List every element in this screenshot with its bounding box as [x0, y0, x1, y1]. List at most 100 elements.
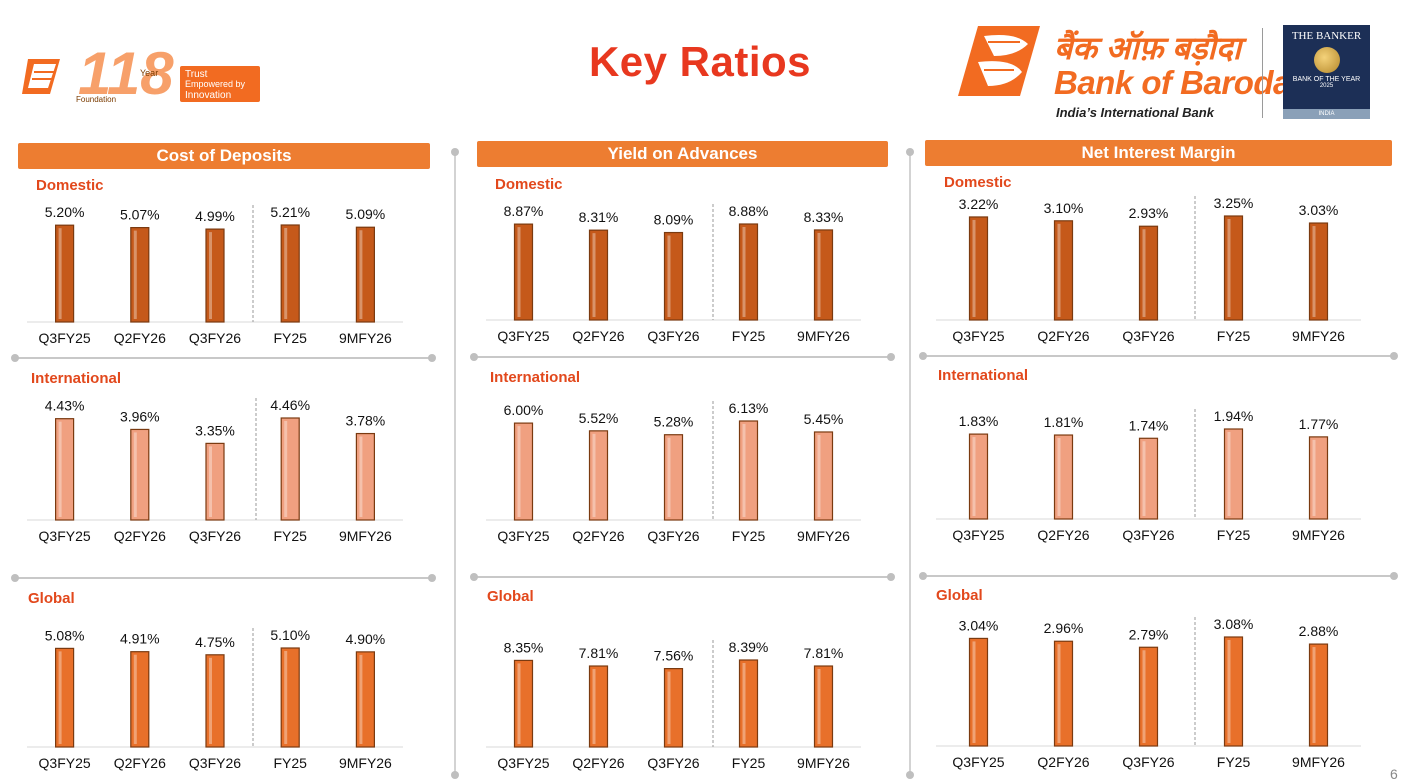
data-label: 7.81%	[579, 645, 619, 661]
tick-label: Q3FY26	[189, 330, 241, 346]
data-label: 2.96%	[1044, 620, 1084, 636]
tick-label: Q3FY25	[952, 527, 1004, 543]
award-medal-icon	[1313, 47, 1340, 73]
data-label: 5.08%	[45, 627, 85, 643]
tick-label: 9MFY26	[1292, 328, 1345, 344]
logo-tagline-1: Trust	[185, 69, 208, 80]
tick-label: Q3FY25	[952, 754, 1004, 770]
bar-highlight	[667, 437, 671, 517]
tick-label: Q2FY26	[572, 755, 624, 771]
tick-label: Q3FY25	[39, 330, 91, 346]
data-label: 4.43%	[45, 398, 85, 414]
tick-label: Q2FY26	[572, 528, 624, 544]
panel-divider	[909, 152, 911, 774]
tick-label: 9MFY26	[1292, 527, 1345, 543]
bar-highlight	[1227, 219, 1231, 317]
data-label: 8.33%	[804, 209, 844, 225]
bar-highlight	[58, 421, 62, 517]
banker-year: 2025	[1319, 83, 1334, 89]
brand-separator	[1262, 28, 1263, 118]
data-label: 6.00%	[504, 402, 544, 418]
bar	[1053, 220, 1074, 321]
bar-highlight	[972, 437, 976, 516]
tick-label: Q2FY26	[572, 328, 624, 344]
bar	[130, 651, 150, 748]
banker-country: INDIA	[1283, 109, 1370, 119]
data-label: 7.56%	[654, 648, 694, 664]
logo-foundation-label: Foundation	[76, 95, 116, 104]
bar	[1308, 222, 1329, 321]
separator-dot	[1390, 572, 1398, 580]
bar	[355, 432, 375, 521]
data-label: 6.13%	[729, 400, 769, 416]
data-label: 5.45%	[804, 411, 844, 427]
bar-highlight	[359, 654, 363, 744]
separator-line	[16, 357, 432, 359]
tick-label: FY25	[273, 528, 307, 544]
bar	[968, 216, 989, 321]
tick-label: FY25	[1217, 754, 1251, 770]
tick-label: 9MFY26	[339, 755, 392, 771]
the-banker-award-badge: THE BANKER BANK OF THE YEAR 2025 INDIA	[1283, 25, 1370, 119]
data-label: 3.35%	[195, 422, 235, 438]
data-label: 3.96%	[120, 408, 160, 424]
tick-label: 9MFY26	[339, 330, 392, 346]
bar	[588, 229, 609, 321]
bar	[813, 665, 834, 748]
data-label: 5.21%	[270, 204, 310, 220]
bar	[513, 422, 534, 521]
bar-highlight	[1227, 432, 1231, 516]
header-cost-of-deposits: Cost of Deposits	[18, 143, 430, 169]
separator-line	[16, 577, 432, 579]
tick-label: FY25	[732, 528, 766, 544]
separator-dot	[11, 354, 19, 362]
tick-label: Q2FY26	[1037, 328, 1089, 344]
data-label: 8.39%	[729, 639, 769, 655]
bar	[513, 223, 534, 321]
bar-highlight	[1057, 223, 1061, 317]
bar	[205, 654, 225, 748]
separator-dot	[887, 573, 895, 581]
bar-highlight	[592, 433, 596, 517]
data-label: 1.74%	[1129, 417, 1169, 433]
tick-label: Q2FY26	[1037, 754, 1089, 770]
separator-dot	[887, 353, 895, 361]
tick-label: Q3FY26	[1122, 527, 1174, 543]
data-label: 4.91%	[120, 631, 160, 647]
data-label: 8.31%	[579, 209, 619, 225]
bar-highlight	[972, 219, 976, 317]
bar	[205, 442, 225, 521]
data-label: 3.22%	[959, 196, 999, 212]
bar-highlight	[742, 663, 746, 744]
bar	[205, 228, 225, 323]
page-number: 6	[1390, 766, 1398, 782]
tick-label: Q2FY26	[114, 528, 166, 544]
bar-highlight	[58, 651, 62, 744]
bar	[54, 647, 75, 748]
bar-highlight	[667, 671, 671, 744]
brand-name-english: Bank of Baroda	[1054, 64, 1291, 101]
bar-highlight	[667, 235, 671, 317]
bar-highlight	[817, 232, 821, 317]
data-label: 4.46%	[270, 397, 310, 413]
bar-highlight	[1057, 438, 1061, 516]
bar	[355, 651, 375, 748]
data-label: 1.81%	[1044, 414, 1084, 430]
label-nim-international: International	[938, 367, 1029, 384]
bar	[1138, 225, 1159, 321]
header-yield-on-advances: Yield on Advances	[477, 141, 888, 167]
logo-tagline-2: Empowered by	[185, 79, 246, 89]
bar-highlight	[209, 232, 212, 319]
separator-dot	[470, 573, 478, 581]
tick-label: FY25	[273, 330, 307, 346]
data-label: 4.75%	[195, 634, 235, 650]
tick-label: 9MFY26	[797, 755, 850, 771]
tick-label: 9MFY26	[797, 328, 850, 344]
bar-highlight	[742, 227, 746, 317]
tick-label: Q3FY26	[647, 528, 699, 544]
bar	[54, 418, 75, 521]
data-label: 4.99%	[195, 208, 235, 224]
label-cod-global: Global	[28, 590, 75, 607]
